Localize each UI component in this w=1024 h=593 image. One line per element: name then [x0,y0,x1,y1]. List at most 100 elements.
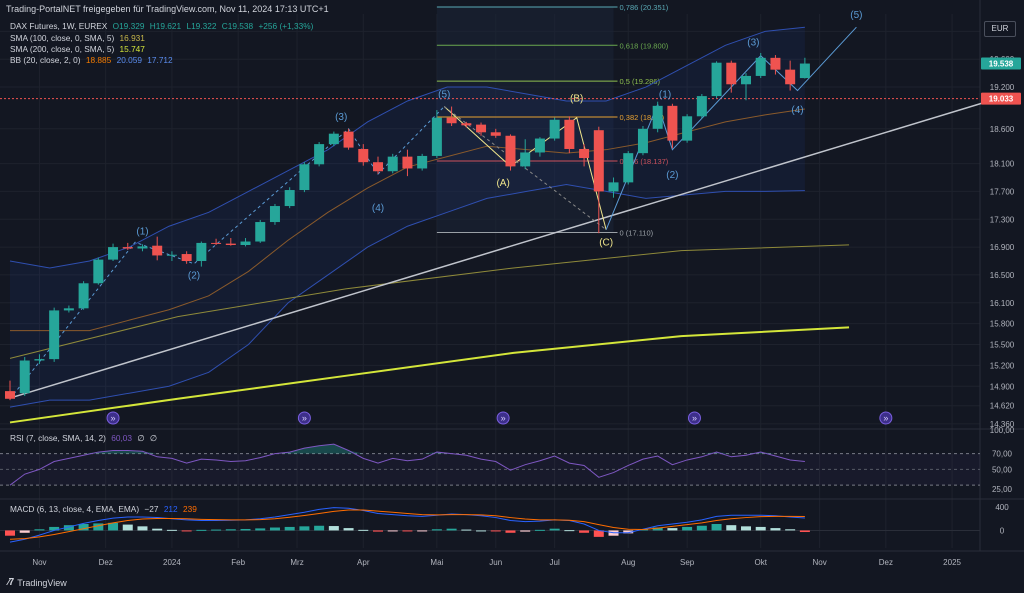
candle-body [549,119,560,139]
wave-label: (4) [791,105,803,116]
price-axis-label: 15.500 [990,341,1015,350]
macd-histogram-bar [696,525,707,531]
macd-histogram-bar [417,530,428,532]
macd-histogram-bar [166,529,177,531]
macd-axis-label: 400 [995,503,1009,512]
candle-body [446,117,457,124]
legend-rsi-value: 60,03 [111,433,132,443]
macd-histogram-bar [93,523,104,531]
candle-body [623,153,634,183]
tradingview-wordmark: TradingView [17,577,67,588]
event-marker-glyph: » [501,413,506,423]
sma200-line [9,326,850,424]
macd-histogram-bar [211,529,222,531]
price-axis-label: 18.100 [990,160,1015,169]
candle-body [755,57,766,76]
price-axis-label: 14.620 [990,402,1015,411]
legend-macd-hist: −27 [144,504,159,514]
candle-body [726,62,737,85]
candle-body [652,105,663,129]
wave-label: (4) [372,203,384,214]
macd-histogram-bar [314,525,325,531]
candle-body [34,359,45,361]
bollinger-lower-line [9,183,805,408]
event-marker-icon [879,411,893,425]
legend-bb-basis: 18.885 [85,55,112,65]
macd-histogram-bar [534,529,545,531]
time-axis-label: Apr [357,558,370,567]
wave-label: (1) [136,227,148,238]
candle-body [358,148,369,163]
price-axis-label: 17.300 [990,215,1015,224]
tradingview-logo: ⁄7 TradingView [8,577,67,588]
macd-histogram-bar [152,528,163,531]
support-price-label: 19.033 [989,95,1014,104]
candle-body [181,254,192,262]
wave-label: (5) [850,10,862,21]
candle-body [387,156,398,172]
price-axis-label: 15.800 [990,320,1015,329]
macd-histogram-bar [284,526,295,531]
macd-histogram-bar [446,528,457,531]
event-marker-icon [297,411,311,425]
time-axis-label: Okt [754,558,767,567]
macd-histogram-bar [579,530,590,533]
candle-body [682,116,693,141]
legend-bb-lower: 17.712 [147,55,173,65]
candle-body [579,148,590,159]
bollinger-upper-line [9,26,805,269]
wave-label: (5) [438,89,450,100]
macd-histogram-bar [726,525,737,531]
candle-body [343,131,354,148]
candle-body [431,117,442,156]
macd-histogram-bar [108,522,119,531]
rsi-axis-label: 100,00 [990,426,1015,435]
fib-level-label: 0,236 (18.137) [620,157,669,166]
time-axis-label: Aug [621,558,635,567]
macd-histogram-bar [196,529,207,531]
macd-histogram-bar [402,530,413,532]
macd-histogram-bar [770,528,781,531]
legend-symbol-row: DAX Futures, 1W, EUREX O19.329 H19.621 L… [10,21,316,31]
legend-symbol[interactable]: DAX Futures, 1W, EUREX [10,21,108,31]
last-price-label: 19.538 [989,60,1014,69]
abc-label: (A) [496,178,509,189]
rsi-axis-label: 25,00 [992,485,1013,494]
macd-histogram-bar [34,529,45,531]
legend-rsi-row[interactable]: RSI (7, close, SMA, 14, 2) 60,03 ∅ ∅ [10,433,160,443]
candle-body [608,182,619,192]
macd-signal-line [9,509,805,540]
wave-label: (3) [335,112,347,123]
price-axis-label: 18.600 [990,125,1015,134]
legend-change: +256 (+1,33%) [258,21,314,31]
macd-histogram-bar [505,530,516,533]
macd-histogram-bar [490,530,501,532]
macd-histogram-bar [343,528,354,531]
legend-bb-row[interactable]: BB (20, close, 2, 0) 18.885 20.059 17.71… [10,55,176,65]
currency-button[interactable]: EUR [984,21,1016,37]
candle-body [108,247,119,260]
candle-body [402,156,413,169]
candle-body [417,155,428,169]
legend-sma100-row[interactable]: SMA (100, close, 0, SMA, 5) 16.931 [10,33,148,43]
event-marker-glyph: » [883,413,888,423]
candle-body [166,254,177,256]
macd-histogram-bar [373,530,383,532]
fib-level-label: 0,618 (19.800) [620,41,669,50]
candle-body [299,164,310,191]
legend-sma200-row[interactable]: SMA (200, close, 0, SMA, 5) 15.747 [10,44,148,54]
candle-body [799,63,810,79]
legend-open: O19.329 [112,21,145,31]
macd-line [9,507,805,543]
rsi-overbought-fill [10,444,805,454]
candle-body [240,241,251,246]
candle-body [328,133,339,145]
event-marker-glyph: » [111,413,116,423]
legend-macd-row[interactable]: MACD (6, 13, close, 4, EMA, EMA) −27 212… [10,504,200,514]
macd-histogram-bar [799,530,810,533]
sma100-line [9,244,850,359]
time-axis-label: Feb [231,558,245,567]
macd-histogram-bar [269,527,280,531]
macd-histogram-bar [755,526,766,531]
